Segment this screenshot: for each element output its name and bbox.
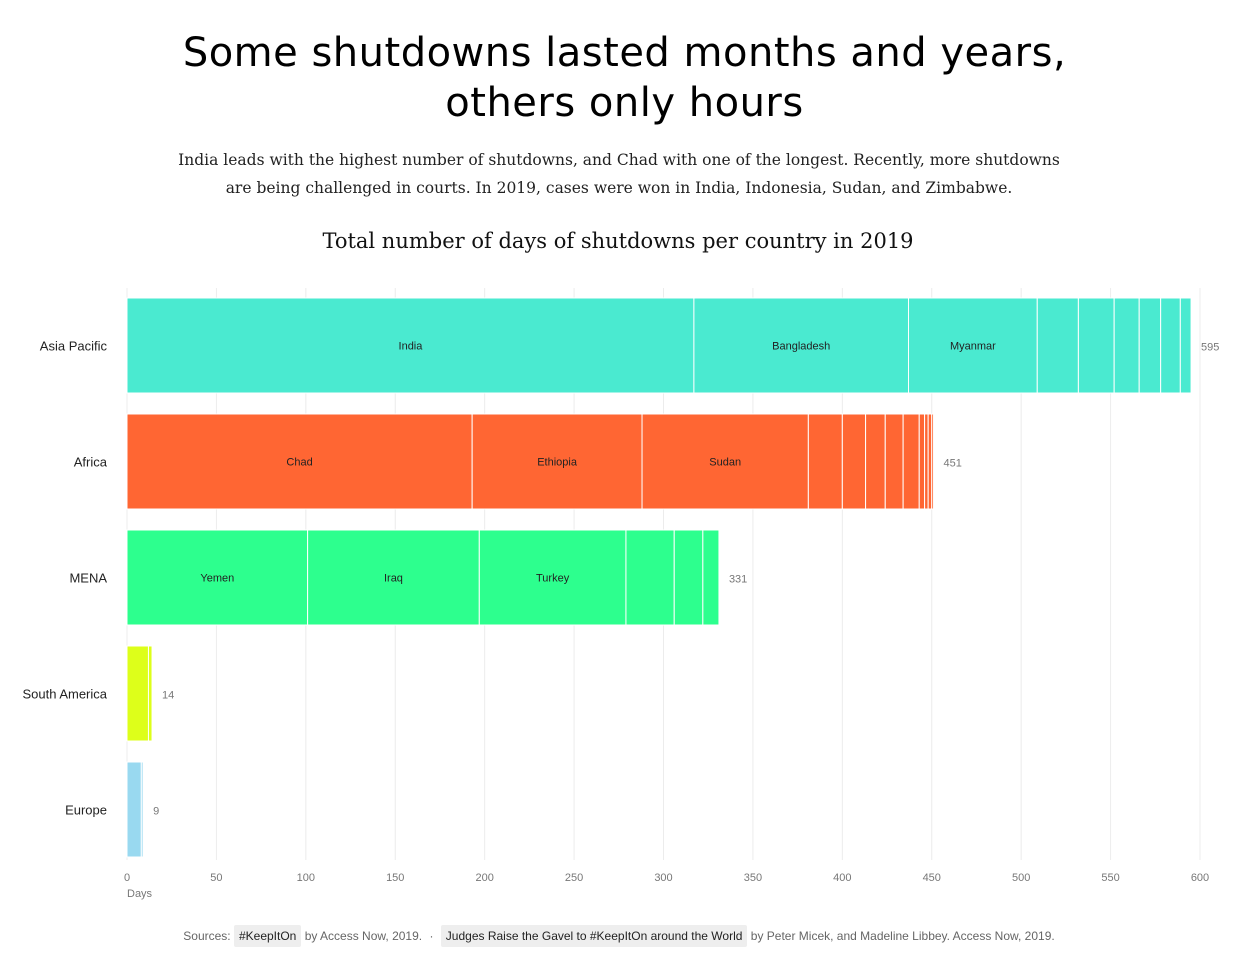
bar-segment-asia-pacific-9	[1179, 297, 1192, 394]
bar-segment-africa-5	[841, 413, 867, 510]
total-label-europe: 9	[153, 806, 159, 818]
bar-segment-south-america-2	[147, 645, 153, 742]
bar-segment-africa-8	[902, 413, 920, 510]
total-label-africa: 451	[944, 458, 962, 470]
bar-segment-asia-pacific-6	[1113, 297, 1140, 394]
category-label-europe: Europe	[65, 803, 107, 818]
page-title-line-1: Some shutdowns lasted months and years,	[182, 30, 1067, 76]
bars	[126, 297, 1192, 858]
bar-segment-africa-9	[918, 413, 926, 510]
segment-label-bangladesh: Bangladesh	[772, 341, 830, 353]
bar-segment-mena-4	[625, 529, 675, 626]
segment-label-ethiopia: Ethiopia	[537, 457, 578, 469]
bar-segment-africa-10	[924, 413, 929, 510]
total-label-asia-pacific: 595	[1201, 342, 1219, 354]
category-label-mena: MENA	[69, 571, 107, 586]
x-tick-label-50: 50	[210, 872, 222, 884]
bar-segment-mena-5	[673, 529, 704, 626]
page-subtitle-line-2: are being challenged in courts. In 2019,…	[225, 179, 1013, 197]
source-1-credit: by Access Now, 2019.	[304, 929, 423, 943]
bar-segment-africa-12	[931, 413, 935, 510]
category-label-south-america: South America	[22, 687, 107, 702]
x-tick-label-250: 250	[565, 872, 583, 884]
x-tick-label-600: 600	[1191, 872, 1209, 884]
x-tick-label-100: 100	[297, 872, 315, 884]
bar-segment-asia-pacific-myanmar	[908, 297, 1038, 394]
bar-segment-asia-pacific-bangladesh	[693, 297, 910, 394]
page-subtitle: India leads with the highest number of s…	[174, 146, 1064, 202]
bar-segment-africa-7	[884, 413, 904, 510]
sources-prefix: Sources:	[183, 929, 231, 943]
segment-label-iraq: Iraq	[384, 573, 403, 585]
source-link-judges-raise-the-gavel[interactable]: Judges Raise the Gavel to #KeepItOn arou…	[440, 925, 748, 947]
bar-segment-asia-pacific-india	[126, 297, 695, 394]
sources-separator: ·	[429, 929, 434, 943]
source-link-keepiton[interactable]: #KeepItOn	[233, 925, 302, 947]
bar-segment-africa-ethiopia	[471, 413, 643, 510]
bar-segment-europe-2	[140, 761, 144, 858]
bar-segment-africa-chad	[126, 413, 473, 510]
labels: Asia Pacific India Bangladesh Myanmar 595 Afr…	[22, 339, 1219, 818]
bar-segment-asia-pacific-8	[1160, 297, 1181, 394]
bar-segment-asia-pacific-4	[1036, 297, 1079, 394]
x-tick-label-150: 150	[386, 872, 404, 884]
stacked-bar-chart: Asia Pacific India Bangladesh Myanmar 595 Afr…	[22, 288, 1219, 900]
x-tick-label-450: 450	[923, 872, 941, 884]
segment-label-chad: Chad	[286, 457, 312, 469]
bar-segment-asia-pacific-5	[1077, 297, 1115, 394]
bar-segment-africa-6	[865, 413, 886, 510]
bar-segment-africa-4	[807, 413, 843, 510]
x-tick-label-0: 0	[124, 872, 130, 884]
bar-segment-mena-6	[702, 529, 720, 626]
bar-segment-africa-11	[927, 413, 933, 510]
segment-label-turkey: Turkey	[536, 573, 570, 585]
category-label-asia-pacific: Asia Pacific	[40, 339, 108, 354]
bar-segment-south-america-1	[126, 645, 149, 742]
segment-label-india: India	[399, 341, 424, 353]
segment-label-yemen: Yemen	[200, 573, 234, 585]
page-title: Some shutdowns lasted months and years, …	[0, 28, 1249, 128]
bar-segment-africa-sudan	[641, 413, 809, 510]
bar-segment-mena-yemen	[126, 529, 309, 626]
category-label-africa: Africa	[74, 455, 108, 470]
x-axis: 0 50 100 150 200 250 300 350 400 450 500 550 600 Days	[124, 872, 1209, 900]
segment-label-myanmar: Myanmar	[950, 341, 996, 353]
x-tick-label-550: 550	[1101, 872, 1119, 884]
x-tick-label-350: 350	[744, 872, 762, 884]
x-tick-label-400: 400	[833, 872, 851, 884]
x-tick-label-300: 300	[654, 872, 672, 884]
bar-segment-mena-turkey	[478, 529, 627, 626]
bar-segment-europe-1	[126, 761, 142, 858]
sources: Sources: #KeepItOn by Access Now, 2019. …	[0, 925, 1238, 947]
bar-segment-asia-pacific-7	[1138, 297, 1162, 394]
x-tick-label-200: 200	[475, 872, 493, 884]
x-tick-label-500: 500	[1012, 872, 1030, 884]
page-subtitle-line-1: India leads with the highest number of s…	[178, 151, 1060, 169]
source-2-credit: by Peter Micek, and Madeline Libbey. Acc…	[750, 929, 1055, 943]
total-label-mena: 331	[729, 574, 747, 586]
total-label-south-america: 14	[162, 690, 174, 702]
chart-title: Total number of days of shutdowns per co…	[322, 229, 914, 253]
x-axis-label: Days	[127, 888, 153, 900]
segment-label-sudan: Sudan	[709, 457, 741, 469]
page-title-line-2: others only hours	[445, 80, 804, 126]
